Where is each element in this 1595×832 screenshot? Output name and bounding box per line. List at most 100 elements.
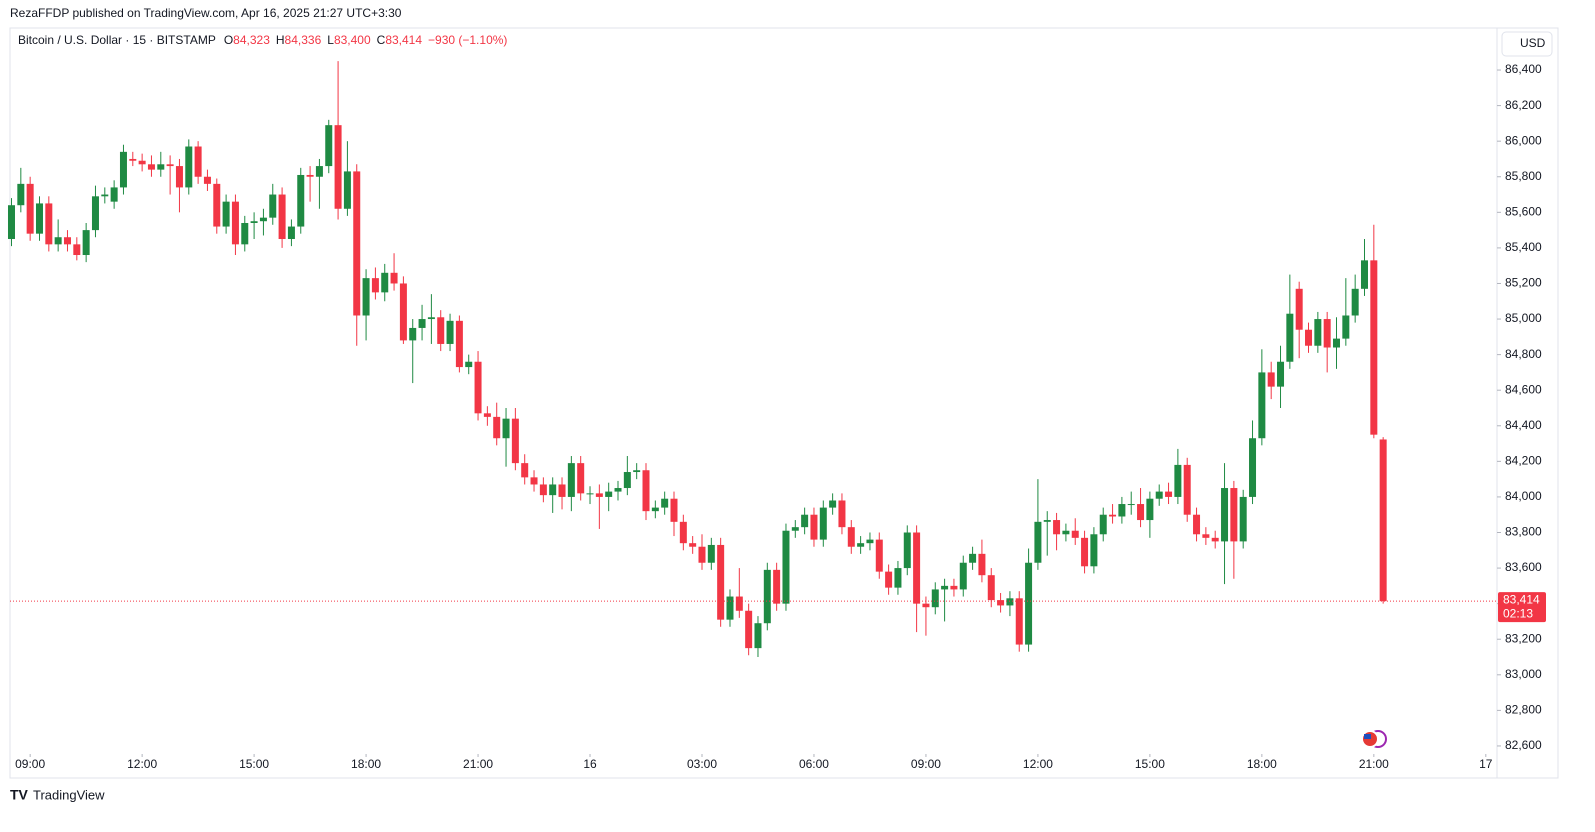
- candle-body: [1174, 464, 1182, 497]
- candle-body: [1351, 288, 1359, 316]
- candle-body: [474, 361, 482, 414]
- candle-body: [185, 146, 193, 188]
- candle-body: [1370, 260, 1378, 435]
- candle-body: [1081, 537, 1089, 567]
- candle-body: [73, 244, 81, 256]
- candle-body: [1146, 498, 1154, 521]
- candle-body: [614, 488, 622, 492]
- candle-body: [287, 226, 295, 240]
- brand: TradingView: [33, 787, 105, 802]
- candle-body: [1025, 562, 1033, 645]
- candle-body: [231, 201, 239, 245]
- candle-body: [707, 544, 715, 563]
- candle-body: [922, 603, 930, 608]
- frame: [9, 27, 1559, 779]
- x-tick-label: 12:00: [127, 757, 157, 771]
- candle-body: [1202, 534, 1210, 538]
- y-tick-label: 84,800: [1505, 347, 1542, 361]
- candle-body: [978, 553, 986, 576]
- candle-body: [1034, 521, 1042, 563]
- x-tick-label: 15:00: [239, 757, 269, 771]
- candle-body: [633, 470, 641, 473]
- y-tick-label: 86,000: [1505, 133, 1542, 147]
- candle-body: [1314, 319, 1322, 346]
- candle-body: [773, 569, 781, 604]
- y-tick-label: 84,000: [1505, 489, 1542, 503]
- candle-body: [987, 575, 995, 601]
- candle-body: [157, 164, 165, 170]
- candle-body: [353, 171, 361, 316]
- x-tick-label: 16: [583, 757, 597, 771]
- candle-body: [437, 317, 445, 344]
- candle-body: [129, 158, 137, 161]
- candle-body: [325, 125, 333, 167]
- ohlc-value: 83,414: [385, 33, 422, 47]
- candle-body: [754, 623, 762, 649]
- candle-body: [1155, 491, 1163, 499]
- y-tick-label: 84,600: [1505, 382, 1542, 396]
- candle-body: [1193, 514, 1201, 535]
- candle-body: [941, 585, 949, 590]
- y-tick-label: 85,200: [1505, 276, 1542, 290]
- publisher: RezaFFDP published on TradingView.com, A…: [10, 6, 402, 20]
- candle-body: [735, 596, 743, 611]
- x-tick-label: 21:00: [1359, 757, 1389, 771]
- candle-body: [847, 527, 855, 547]
- x-tick-label: 17: [1479, 757, 1493, 771]
- candle-body: [549, 484, 557, 496]
- last-price-tag: [1498, 592, 1546, 623]
- x-tick-label: 21:00: [463, 757, 493, 771]
- candle-body: [698, 546, 706, 563]
- candle-body: [222, 201, 230, 227]
- candle-body: [399, 283, 407, 341]
- candle-body: [577, 463, 585, 494]
- candle-body: [427, 317, 435, 320]
- y-tick-label: 85,600: [1505, 204, 1542, 218]
- currency-box[interactable]: [1501, 31, 1553, 57]
- candle-body: [7, 205, 15, 240]
- candle-body: [894, 568, 902, 588]
- x-tick-label: 18:00: [1247, 757, 1277, 771]
- candle-body: [91, 196, 99, 231]
- candle-body: [605, 491, 613, 497]
- candle-body: [1043, 520, 1051, 522]
- candle-body: [567, 463, 575, 497]
- candle-body: [1071, 530, 1079, 538]
- candle-body: [1305, 329, 1313, 346]
- y-tick-label: 82,600: [1505, 738, 1542, 752]
- candle-body: [175, 166, 183, 188]
- candle-body: [35, 203, 43, 234]
- candle-body: [661, 498, 669, 508]
- candle-body: [838, 500, 846, 528]
- candle-body: [530, 477, 538, 485]
- last-price-label: 83,414: [1503, 592, 1540, 606]
- countdown: 02:13: [1503, 606, 1533, 620]
- candle-body: [959, 562, 967, 590]
- candle-body: [306, 174, 314, 177]
- candle-body: [1230, 488, 1238, 542]
- candle-body: [1379, 439, 1387, 602]
- candle-body: [371, 278, 379, 293]
- candle-body: [465, 361, 473, 368]
- candle-body: [203, 176, 211, 184]
- x-tick-label: 03:00: [687, 757, 717, 771]
- x-tick-label: 06:00: [799, 757, 829, 771]
- candle-body: [717, 544, 725, 620]
- candle-body: [1053, 520, 1061, 535]
- candle-body: [595, 493, 603, 497]
- candle-body: [1221, 488, 1229, 542]
- candle-body: [1062, 530, 1070, 535]
- ohlc-value: 84,336: [285, 33, 322, 47]
- x-tick-label: 15:00: [1135, 757, 1165, 771]
- candle-body: [45, 203, 53, 245]
- candle-body: [969, 553, 977, 563]
- candle-body: [119, 151, 127, 188]
- candle-body: [903, 532, 911, 569]
- x-tick-label: 09:00: [911, 757, 941, 771]
- candle-body: [1006, 598, 1014, 606]
- candle-body: [455, 320, 463, 368]
- y-tick-label: 84,400: [1505, 418, 1542, 432]
- candle-body: [997, 600, 1005, 606]
- candle-body: [511, 418, 519, 464]
